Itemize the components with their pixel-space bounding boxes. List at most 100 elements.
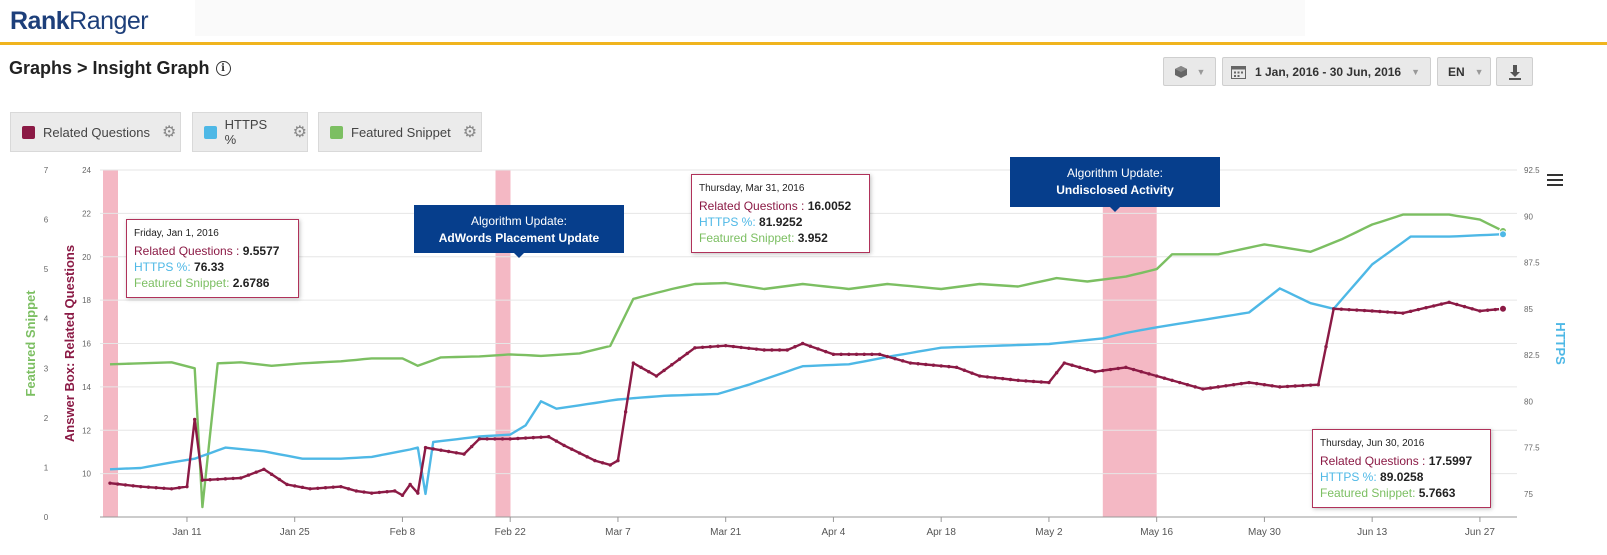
- tooltip-label: Featured Snippet:: [699, 231, 795, 245]
- fs-axis-tick: 6: [44, 216, 49, 225]
- data-point: [1085, 367, 1090, 372]
- data-point: [231, 476, 235, 481]
- view-selector-button[interactable]: ▼: [1163, 57, 1216, 86]
- data-point: [693, 346, 697, 350]
- data-point: [1054, 371, 1059, 375]
- info-icon[interactable]: i: [215, 61, 231, 76]
- tooltip-label: HTTPS %:: [134, 260, 191, 274]
- rq-axis-tick: 22: [82, 209, 91, 218]
- https-axis-tick: 82.5: [1524, 351, 1540, 360]
- gear-icon[interactable]: ⚙: [462, 124, 478, 141]
- data-point: [446, 449, 451, 454]
- legend-item-related-questions[interactable]: Related Questions ⚙: [10, 112, 181, 152]
- data-point: [785, 348, 789, 352]
- data-point: [554, 439, 559, 443]
- data-point: [977, 374, 982, 378]
- algorithm-update-title: Algorithm Update:: [1066, 166, 1164, 180]
- x-tick-label: Apr 4: [821, 527, 845, 538]
- data-point: [1039, 380, 1043, 384]
- data-point: [762, 348, 766, 352]
- fs-axis-tick: 1: [44, 463, 49, 472]
- data-point: [1024, 379, 1028, 383]
- data-point: [577, 451, 582, 455]
- algorithm-update-callout[interactable]: Algorithm Update: AdWords Placement Upda…: [414, 205, 624, 258]
- x-tick-label: Mar 21: [710, 527, 742, 538]
- axes: Jan 11 Jan 25 Feb 8 Feb 22 Mar 7 Mar 21 Apr 4 A…: [23, 166, 1568, 538]
- menu-icon[interactable]: [1547, 174, 1563, 189]
- data-point: [901, 359, 905, 363]
- data-point: [477, 437, 482, 441]
- data-point: [970, 371, 974, 375]
- data-point: [393, 489, 397, 493]
- data-point: [677, 357, 682, 361]
- data-point: [177, 486, 181, 490]
- data-point: [1078, 365, 1082, 370]
- data-point: [123, 483, 128, 487]
- tooltip-value: 16.0052: [807, 199, 852, 213]
- algorithm-update-callout[interactable]: Algorithm Update: Undisclosed Activity: [1010, 157, 1220, 212]
- data-point: [570, 447, 574, 451]
- language-value: EN: [1448, 64, 1465, 79]
- data-point: [1231, 383, 1236, 387]
- data-point: [731, 344, 736, 349]
- data-point: [708, 345, 712, 349]
- data-point: [200, 478, 205, 482]
- data-point: [1378, 309, 1382, 314]
- legend-item-featured-snippet[interactable]: Featured Snippet ⚙: [318, 112, 482, 152]
- data-point: [1101, 368, 1105, 373]
- data-point: [1470, 307, 1474, 311]
- data-point: [1016, 378, 1020, 383]
- tooltip-value: 9.5577: [242, 244, 280, 258]
- tooltip-value: 81.9252: [759, 215, 803, 229]
- gear-icon[interactable]: ⚙: [292, 124, 307, 141]
- rq-axis-tick: 18: [82, 296, 91, 305]
- data-point: [462, 452, 466, 456]
- data-point: [1193, 385, 1197, 389]
- data-point: [870, 352, 874, 357]
- data-point: [1293, 384, 1297, 388]
- legend-swatch: [330, 125, 343, 139]
- https-axis-tick: 87.5: [1524, 259, 1540, 268]
- gear-icon[interactable]: ⚙: [161, 124, 177, 141]
- data-point: [1347, 307, 1351, 312]
- fs-axis-tick: 7: [44, 166, 49, 175]
- tooltip-value: 89.0258: [1380, 470, 1424, 484]
- download-button[interactable]: [1496, 57, 1533, 86]
- data-point: [654, 374, 659, 378]
- data-point: [1154, 374, 1159, 378]
- data-point: [300, 485, 305, 490]
- fs-axis-tick: 5: [44, 265, 49, 274]
- x-tick-label: Feb 8: [390, 527, 416, 538]
- logo-text-ranger: Ranger: [69, 7, 149, 35]
- download-icon: [1508, 64, 1521, 80]
- date-range-value: 1 Jan, 2016 - 30 Jun, 2016: [1255, 64, 1402, 79]
- tooltip-value: 3.952: [797, 231, 828, 245]
- legend-item-https[interactable]: HTTPS % ⚙: [192, 112, 308, 152]
- rq-axis-tick: 24: [82, 166, 91, 175]
- data-point: [316, 486, 320, 490]
- data-point: [216, 477, 220, 481]
- data-tooltip: Thursday, Jun 30, 2016 Related Questions…: [1312, 429, 1491, 508]
- data-point: [1316, 383, 1320, 387]
- rq-axis-title: Answer Box: Related Questions: [62, 245, 77, 442]
- logo[interactable]: RankRanger: [10, 7, 149, 36]
- data-point: [493, 437, 497, 441]
- data-point: [1239, 381, 1244, 386]
- date-range-picker[interactable]: 1 Jan, 2016 - 30 Jun, 2016 ▼: [1222, 57, 1431, 86]
- tooltip-label: Related Questions :: [1320, 454, 1426, 468]
- rq-axis-tick: 12: [82, 426, 91, 435]
- data-point: [1185, 383, 1190, 387]
- data-point: [800, 341, 805, 346]
- data-point: [1355, 308, 1359, 312]
- data-point: [685, 351, 689, 356]
- data-point: [947, 364, 951, 369]
- language-selector[interactable]: EN ▼: [1437, 57, 1491, 86]
- https-axis-tick: 90: [1524, 212, 1533, 221]
- data-point: [1285, 384, 1290, 389]
- page-title: Graphs > Insight Graph: [9, 58, 210, 78]
- tooltip-label: HTTPS %:: [1320, 470, 1377, 484]
- series-line-related-questions: [109, 301, 1504, 497]
- tooltip-value: 5.7663: [1418, 486, 1456, 500]
- https-axis-tick: 80: [1524, 397, 1533, 406]
- data-point: [500, 437, 505, 441]
